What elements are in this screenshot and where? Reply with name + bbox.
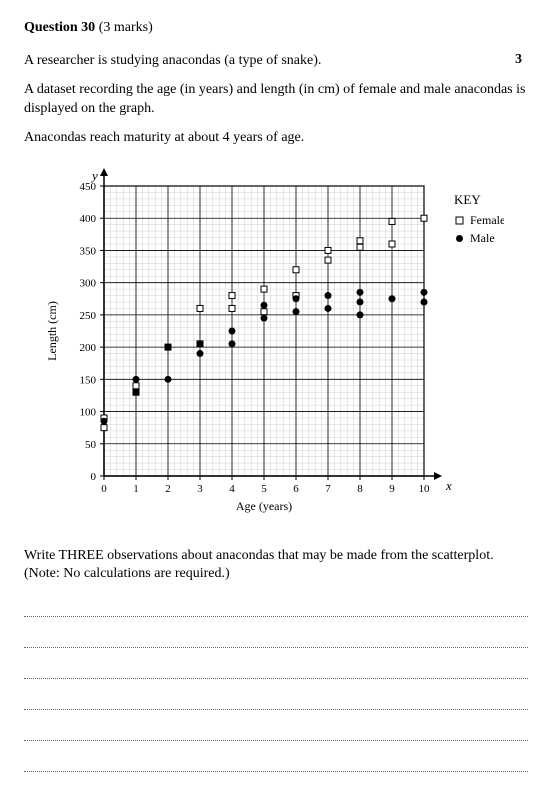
answer-line [24, 625, 528, 648]
question-label: Question 30 [24, 20, 95, 35]
answer-line [24, 594, 528, 617]
svg-text:7: 7 [325, 483, 331, 495]
svg-text:0: 0 [101, 483, 107, 495]
svg-text:5: 5 [261, 483, 267, 495]
svg-text:3: 3 [197, 483, 203, 495]
svg-text:150: 150 [80, 374, 97, 386]
margin-marks: 3 [515, 52, 522, 68]
svg-text:KEY: KEY [454, 192, 481, 207]
paragraph-3: Anacondas reach maturity at about 4 year… [24, 129, 528, 148]
answer-line [24, 656, 528, 679]
svg-text:2: 2 [165, 483, 171, 495]
svg-text:Male: Male [470, 231, 495, 245]
instructions: Write THREE observations about anacondas… [24, 547, 528, 585]
answer-lines [24, 594, 528, 772]
marks-label: (3 marks) [99, 20, 153, 35]
svg-text:50: 50 [85, 438, 97, 450]
svg-text:Length (cm): Length (cm) [45, 301, 59, 361]
answer-line [24, 718, 528, 741]
svg-text:250: 250 [80, 309, 97, 321]
scatter-chart: 012345678910050100150200250300350400450y… [24, 166, 528, 531]
svg-text:400: 400 [80, 213, 97, 225]
svg-text:0: 0 [91, 471, 97, 483]
answer-line [24, 749, 528, 772]
answer-line [24, 687, 528, 710]
content-block: 3 A researcher is studying anacondas (a … [24, 52, 528, 148]
svg-text:8: 8 [357, 483, 363, 495]
svg-text:300: 300 [80, 277, 97, 289]
svg-text:Age (years): Age (years) [236, 499, 292, 513]
svg-text:Female: Female [470, 213, 504, 227]
svg-text:10: 10 [419, 483, 431, 495]
svg-text:1: 1 [133, 483, 139, 495]
svg-text:y: y [90, 168, 98, 183]
paragraph-2: A dataset recording the age (in years) a… [24, 81, 528, 119]
paragraph-1: A researcher is studying anacondas (a ty… [24, 52, 528, 71]
svg-text:350: 350 [80, 245, 97, 257]
svg-text:x: x [445, 478, 452, 493]
svg-text:4: 4 [229, 483, 235, 495]
svg-text:6: 6 [293, 483, 299, 495]
svg-text:9: 9 [389, 483, 395, 495]
svg-text:100: 100 [80, 406, 97, 418]
question-header: Question 30 (3 marks) [24, 20, 528, 36]
svg-text:200: 200 [80, 342, 97, 354]
